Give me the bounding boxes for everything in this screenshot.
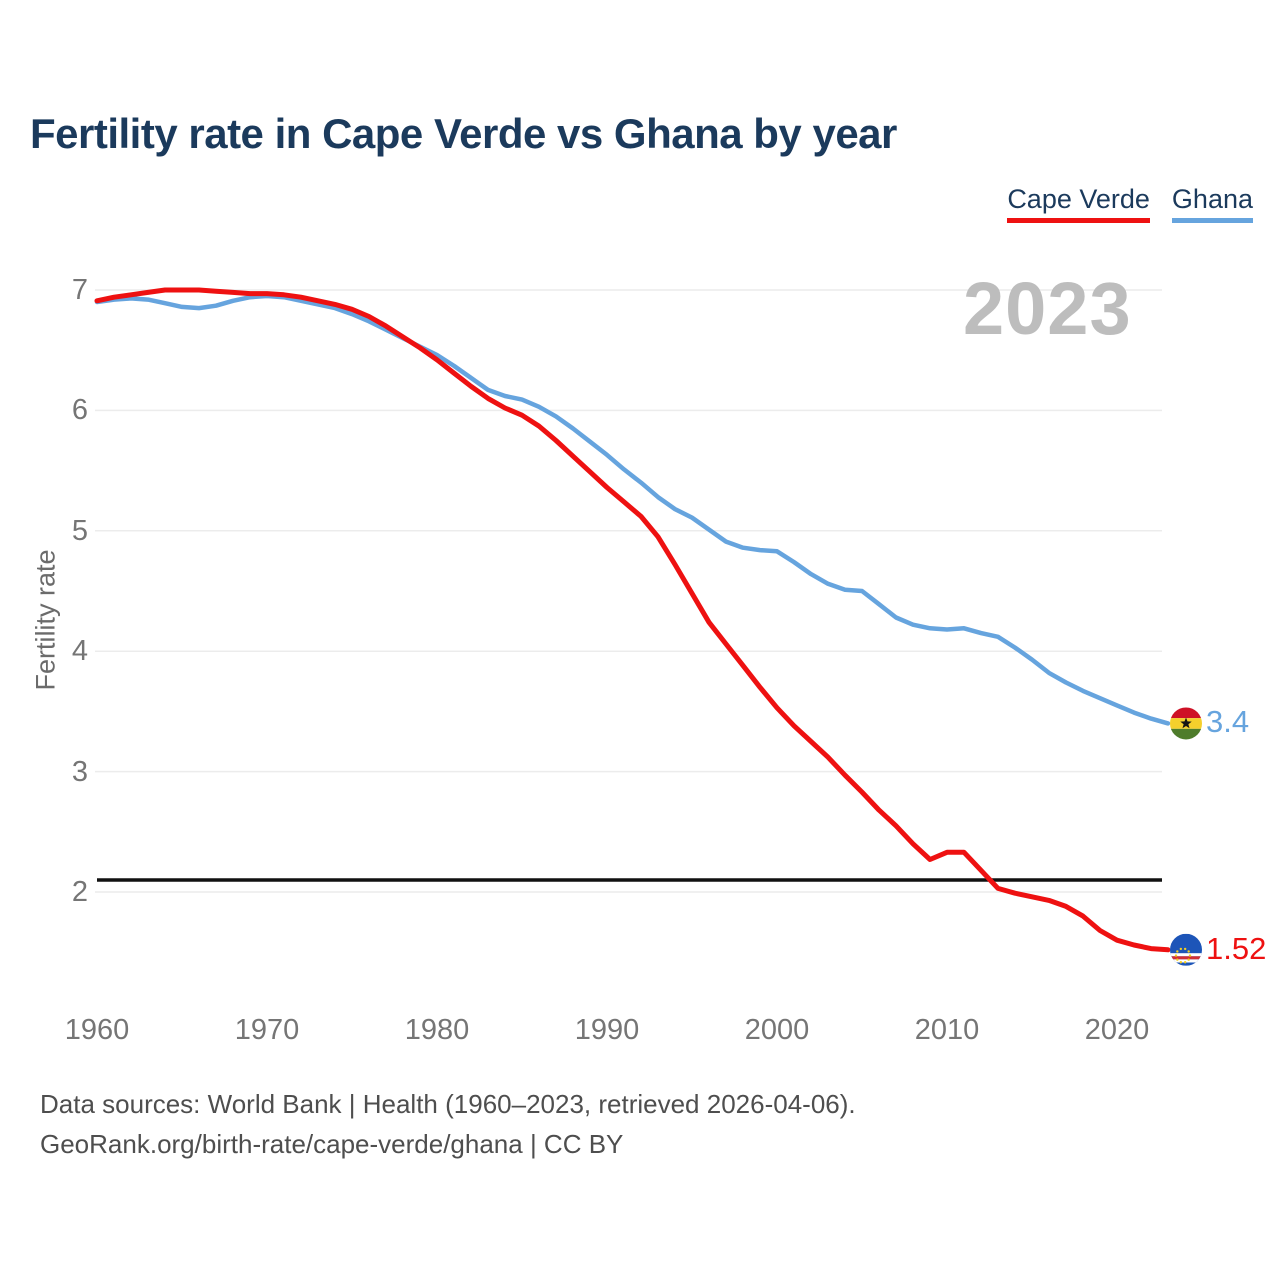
x-tick-label: 1990 (574, 1014, 640, 1046)
y-tick-label: 6 (71, 394, 88, 427)
chart-title: Fertility rate in Cape Verde vs Ghana by… (30, 110, 897, 157)
x-tick-label: 1960 (64, 1014, 130, 1046)
legend-item-cape-verde[interactable]: Cape Verde (1007, 184, 1150, 223)
x-tick-label: 2010 (914, 1014, 980, 1046)
watermark-year: 2023 (963, 267, 1132, 350)
x-tick-label: 1970 (234, 1014, 300, 1046)
cape-verde-flag-icon (1170, 933, 1202, 966)
gridlines (95, 289, 1162, 893)
cape-verde-line[interactable] (94, 287, 1171, 953)
cape-verde-end-value: 1.52 (1206, 930, 1267, 966)
legend-label-cape-verde: Cape Verde (1007, 184, 1150, 214)
y-tick-label: 5 (71, 514, 88, 547)
y-tick-label: 3 (71, 755, 88, 788)
ghana-flag-icon (1170, 707, 1202, 740)
x-tick-label: 2000 (744, 1014, 810, 1046)
x-tick-label: 1980 (404, 1014, 470, 1046)
legend-swatch-ghana (1171, 218, 1253, 223)
legend: Cape Verde Ghana (1007, 184, 1253, 223)
y-tick-label: 7 (71, 274, 88, 306)
y-tick-label: 4 (71, 635, 88, 668)
footer: Data sources: World Bank | Health (1960–… (40, 1084, 856, 1164)
legend-swatch-cape-verde (1007, 218, 1150, 223)
y-axis-title: Fertility rate (30, 549, 61, 691)
legend-label-ghana: Ghana (1171, 184, 1253, 214)
footer-attribution-line: GeoRank.org/birth-rate/cape-verde/ghana … (40, 1129, 624, 1159)
legend-item-ghana[interactable]: Ghana (1171, 184, 1253, 223)
x-tick-label: 2020 (1084, 1014, 1150, 1046)
y-tick-label: 2 (71, 876, 88, 908)
ghana-end-value: 3.4 (1206, 704, 1250, 740)
footer-source-line: Data sources: World Bank | Health (1960–… (40, 1089, 856, 1119)
